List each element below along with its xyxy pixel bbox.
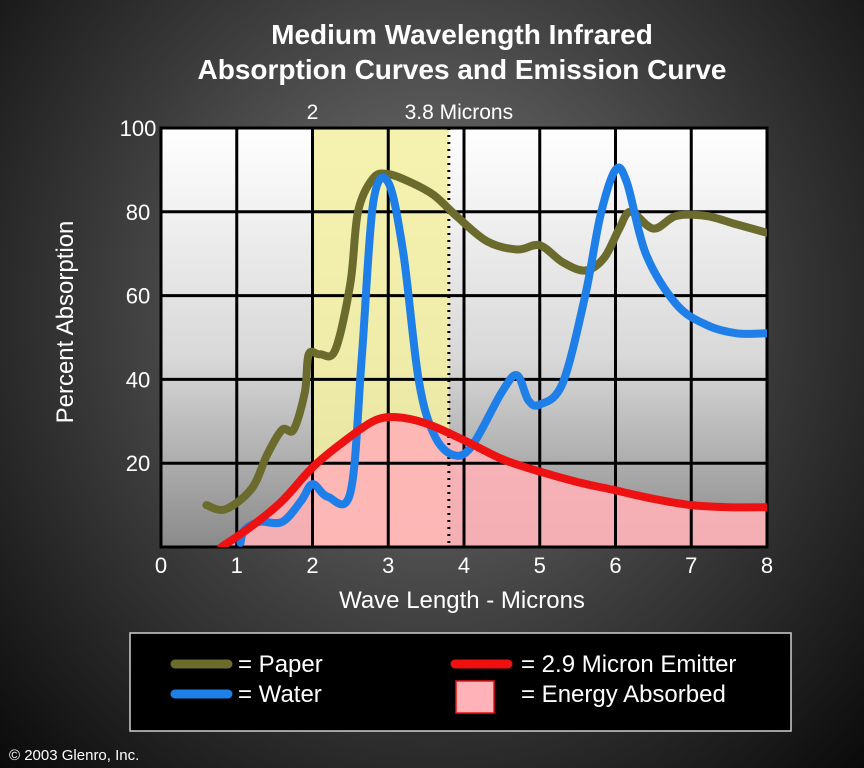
legend: = Paper = Water = 2.9 Micron Emitter = E…	[129, 632, 792, 732]
x-tick-label: 1	[231, 553, 243, 578]
band-start-label: 2	[307, 101, 319, 124]
legend-swatch-energy	[455, 680, 495, 714]
y-tick-label: 20	[126, 451, 150, 476]
x-tick-label: 2	[306, 553, 318, 578]
series-line-2-9-micron-emitter	[217, 413, 767, 547]
legend-label-water: = Water	[238, 681, 322, 708]
series-line-water	[236, 163, 767, 547]
x-tick-label: 0	[155, 553, 167, 578]
x-tick-label: 3	[382, 553, 394, 578]
plot-border	[159, 126, 769, 549]
y-tick-label: 40	[126, 367, 150, 392]
legend-label-emitter: = 2.9 Micron Emitter	[521, 651, 736, 678]
y-tick-label: 100	[120, 116, 157, 141]
legend-label-paper: = Paper	[238, 651, 323, 678]
x-tick-label: 8	[761, 553, 773, 578]
x-axis-label: Wave Length - Microns	[339, 587, 585, 614]
y-axis-label: Percent Absorption	[52, 221, 79, 424]
legend-label-energy: = Energy Absorbed	[521, 681, 726, 708]
x-tick-label: 4	[458, 553, 470, 578]
x-tick-label: 6	[609, 553, 621, 578]
band-end-label: 3.8 Microns	[405, 101, 514, 124]
chart-title-line-2: Absorption Curves and Emission Curve	[198, 54, 727, 85]
y-tick-label: 60	[126, 284, 150, 309]
copyright-text: © 2003 Glenro, Inc.	[9, 747, 139, 764]
y-tick-label: 80	[126, 200, 150, 225]
x-tick-label: 7	[685, 553, 697, 578]
chart-title-line-1: Medium Wavelength Infrared	[271, 19, 653, 50]
x-tick-label: 5	[534, 553, 546, 578]
